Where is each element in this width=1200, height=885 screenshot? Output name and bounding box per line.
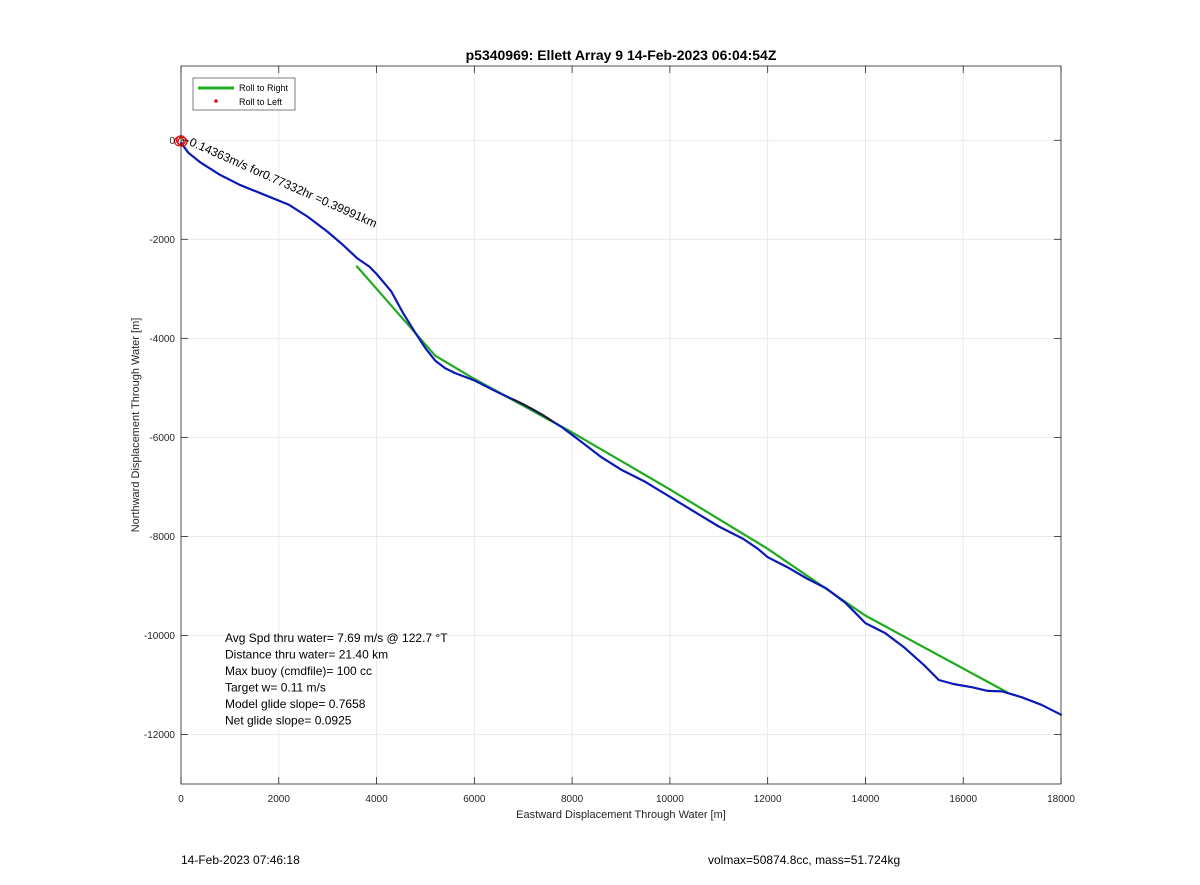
y-tick-label: 0 xyxy=(169,136,175,147)
footer-volmax-mass: volmax=50874.8cc, mass=51.724kg xyxy=(708,853,901,867)
x-tick-label: 4000 xyxy=(365,794,388,805)
legend-label-roll-left: Roll to Left xyxy=(239,97,283,107)
stats-line: Avg Spd thru water= 7.69 m/s @ 122.7 °T xyxy=(225,631,448,645)
stats-line: Net glide slope= 0.0925 xyxy=(225,714,352,728)
x-axis-label: Eastward Displacement Through Water [m] xyxy=(516,809,726,821)
start-marker xyxy=(173,136,185,147)
tick-layer: 0 2000 4000 6000 8000 10000 12000 14000 16000 180… xyxy=(144,66,1075,805)
series-line-2 xyxy=(512,398,554,423)
y-tick-label: -2000 xyxy=(149,235,175,246)
segment-annotation: ·0.14363m/s for0.77332hr =0.39991km xyxy=(184,133,380,230)
y-tick-label: -6000 xyxy=(149,433,175,444)
series-line-1 xyxy=(179,141,1063,716)
x-tick-label: 2000 xyxy=(268,794,291,805)
stats-line: Model glide slope= 0.7658 xyxy=(225,697,366,711)
x-tick-label: 8000 xyxy=(561,794,584,805)
y-tick-label: -10000 xyxy=(144,631,176,642)
series-layer xyxy=(179,141,1063,716)
chart-title: p5340969: Ellett Array 9 14-Feb-2023 06:… xyxy=(466,47,777,63)
x-tick-label: 14000 xyxy=(852,794,880,805)
x-tick-label: 18000 xyxy=(1047,794,1075,805)
y-tick-label: -4000 xyxy=(149,334,175,345)
legend-label-roll-right: Roll to Right xyxy=(239,83,289,93)
footer-timestamp: 14-Feb-2023 07:46:18 xyxy=(181,853,300,867)
stats-line: Max buoy (cmdfile)= 100 cc xyxy=(225,664,372,678)
stats-text-block: Avg Spd thru water= 7.69 m/s @ 122.7 °T D… xyxy=(225,631,448,728)
y-axis-label: Northward Displacement Through Water [m] xyxy=(130,318,142,533)
y-tick-label: -8000 xyxy=(149,532,175,543)
series-line-0 xyxy=(355,265,1009,694)
annotation-layer: ·0.14363m/s for0.77332hr =0.39991km xyxy=(184,133,380,230)
axes-frame xyxy=(180,65,1062,785)
start-marker xyxy=(177,136,188,147)
x-tick-label: 10000 xyxy=(656,794,684,805)
grid-lines xyxy=(180,66,1062,784)
x-tick-label: 6000 xyxy=(463,794,486,805)
x-tick-label: 12000 xyxy=(754,794,782,805)
x-tick-label: 16000 xyxy=(949,794,977,805)
y-tick-label: -12000 xyxy=(144,730,176,741)
stats-line: Target w= 0.11 m/s xyxy=(225,681,326,695)
legend-dot-roll-left xyxy=(214,99,218,103)
legend-box xyxy=(192,77,296,111)
legend: Roll to Right Roll to Left xyxy=(192,77,296,111)
x-tick-label: 0 xyxy=(178,794,184,805)
stats-line: Distance thru water= 21.40 km xyxy=(225,648,388,662)
